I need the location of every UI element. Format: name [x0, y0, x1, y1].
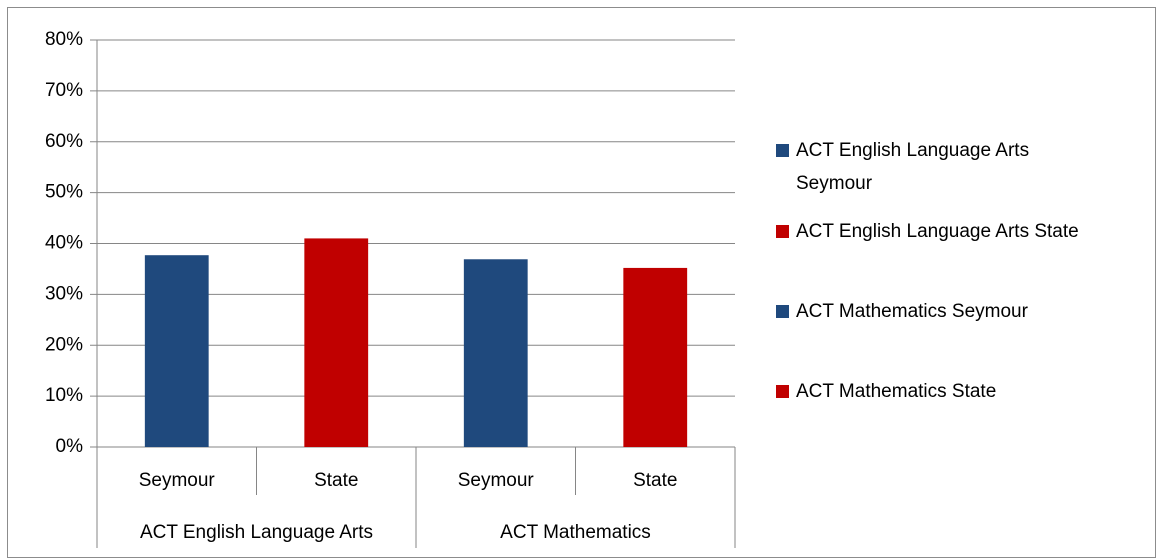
y-tick-label: 60% [45, 131, 83, 152]
y-tick-label: 0% [56, 436, 84, 457]
legend-label: ACT English Language Arts Seymour [796, 140, 1030, 194]
group-label: ACT English Language Arts [140, 522, 373, 543]
y-tick-label: 50% [45, 182, 83, 203]
legend-entry: ACT English Language Arts Seymour [796, 140, 1030, 194]
x-tick-label: Seymour [458, 470, 535, 491]
x-tick-label: State [314, 470, 358, 491]
x-tick-label: State [633, 470, 677, 491]
y-tick-label: 20% [45, 334, 83, 355]
legend-label: ACT Mathematics State [796, 381, 997, 402]
legend-entry: ACT Mathematics State [796, 381, 997, 402]
y-tick-label: 10% [45, 385, 83, 406]
y-tick-label: 40% [45, 233, 83, 254]
bar [463, 259, 528, 447]
bar [623, 267, 688, 447]
legend-swatch [776, 385, 789, 398]
legend-swatch [776, 225, 789, 238]
legend-swatch [776, 305, 789, 318]
legend-label: ACT Mathematics Seymour [796, 301, 1028, 322]
legend-entry: ACT Mathematics Seymour [796, 301, 1028, 322]
legend-label: ACT English Language Arts State [796, 221, 1079, 242]
legend-swatch [776, 144, 789, 157]
y-tick-label: 70% [45, 80, 83, 101]
bar [304, 238, 369, 447]
group-label: ACT Mathematics [500, 522, 651, 543]
legend-entry: ACT English Language Arts State [796, 221, 1079, 242]
bar [144, 255, 209, 447]
y-tick-label: 80% [45, 29, 83, 50]
y-tick-label: 30% [45, 283, 83, 304]
x-tick-label: Seymour [139, 470, 216, 491]
